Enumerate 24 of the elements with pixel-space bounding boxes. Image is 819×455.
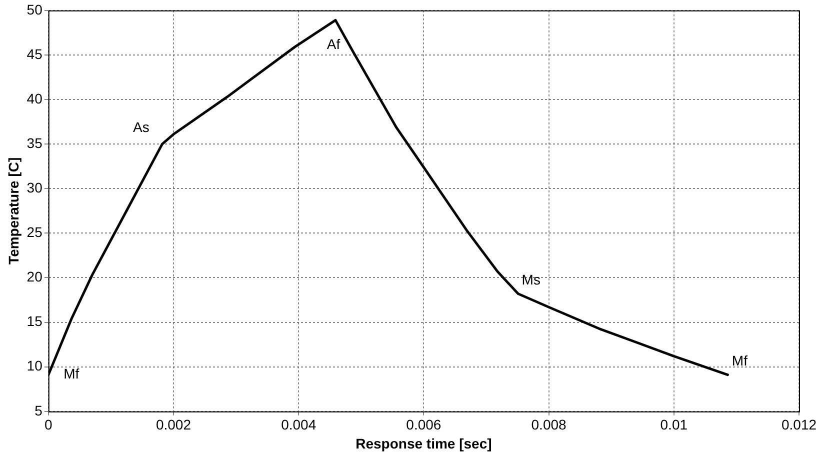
annotation: Af [326,36,340,52]
x-tick-label: 0.006 [406,416,442,433]
y-tick-label: 15 [26,313,43,330]
x-tick-label: 0.012 [781,416,817,433]
y-tick-label: 35 [26,134,43,151]
y-tick-label: 5 [34,402,43,418]
y-tick-label: 50 [26,1,43,18]
x-tick-label: 0 [44,416,52,433]
x-tick-label: 0.002 [156,416,192,433]
annotation: Mf [732,352,748,369]
y-tick-label: 25 [26,224,43,240]
y-tick-label: 40 [26,90,43,106]
annotation: Mf [64,366,80,382]
x-tick-label: 0.01 [660,416,688,433]
annotation: Ms [522,272,540,288]
y-tick-label: 30 [26,179,43,196]
x-axis-title: Response time [sec] [356,435,492,452]
y-tick-label: 45 [26,46,43,62]
y-tick-label: 10 [26,358,43,374]
x-tick-label: 0.008 [531,416,567,433]
x-tick-label: 0.004 [281,416,316,433]
annotation: As [133,118,150,135]
y-tick-label: 20 [26,268,43,285]
y-axis-title: Temperature [C] [5,157,22,264]
